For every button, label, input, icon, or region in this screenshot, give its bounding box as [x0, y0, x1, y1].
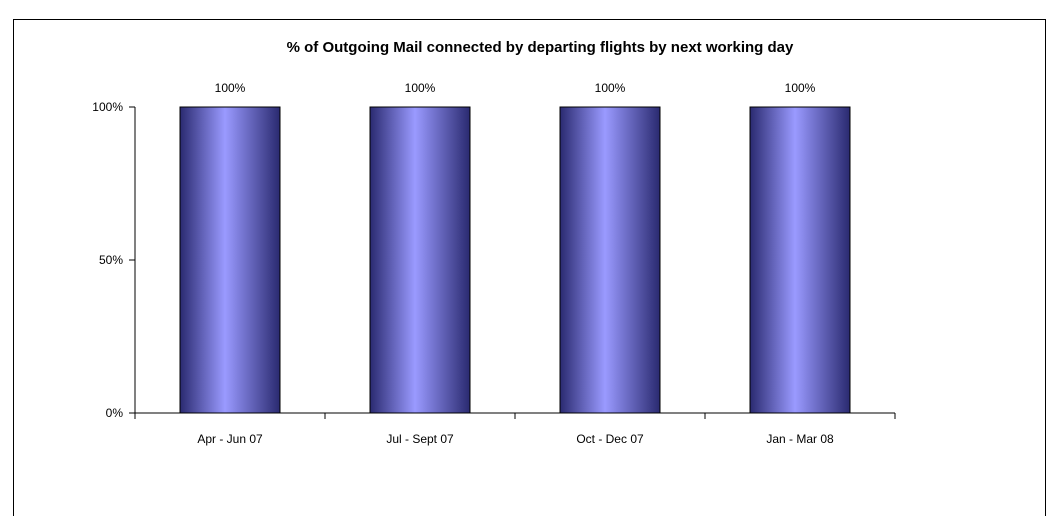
- bar: [369, 106, 471, 414]
- labels: 0% 50% 100% 100% Apr - Jun 07 100% Jul - Sept …: [92, 81, 834, 446]
- bar: [559, 106, 661, 414]
- data-label: 100%: [215, 81, 246, 95]
- chart-title: % of Outgoing Mail connected by departin…: [287, 39, 794, 56]
- x-tick-label: Apr - Jun 07: [197, 432, 263, 446]
- y-tick-label: 50%: [99, 253, 123, 267]
- x-tick-label: Oct - Dec 07: [576, 432, 644, 446]
- bar: [749, 106, 851, 414]
- chart-frame: [13, 19, 1046, 516]
- x-tick-label: Jan - Mar 08: [766, 432, 834, 446]
- data-label: 100%: [785, 81, 816, 95]
- bar: [179, 106, 281, 414]
- y-tick-label: 0%: [106, 406, 124, 420]
- data-label: 100%: [405, 81, 436, 95]
- bars: [179, 106, 851, 414]
- y-tick-label: 100%: [92, 100, 123, 114]
- x-tick-label: Jul - Sept 07: [386, 432, 454, 446]
- data-label: 100%: [595, 81, 626, 95]
